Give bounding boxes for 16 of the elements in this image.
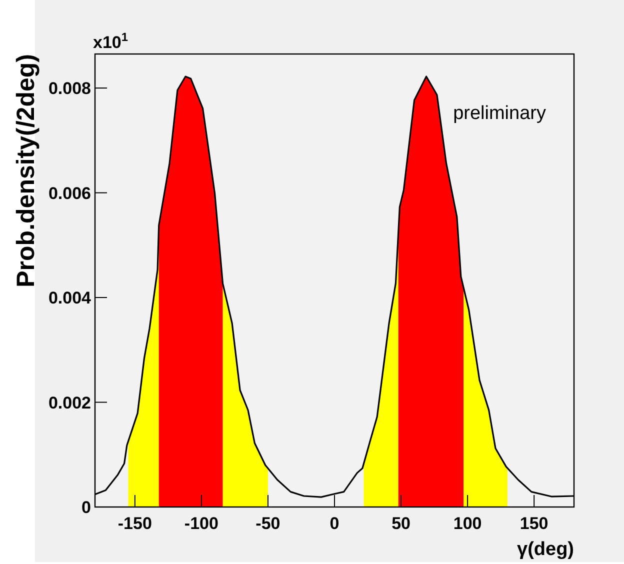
x-tick-label: -50 bbox=[256, 514, 280, 533]
x-tick-label: -150 bbox=[118, 514, 152, 533]
x-tick-label: 150 bbox=[520, 514, 548, 533]
y-tick-label: 0.004 bbox=[48, 288, 92, 308]
y-tick-label: 0.006 bbox=[48, 184, 91, 203]
x-tick-label: 100 bbox=[453, 514, 482, 533]
x-tick-label: 0 bbox=[330, 514, 340, 533]
x-tick-label: -100 bbox=[184, 514, 218, 533]
x-axis-title: γ(deg) bbox=[517, 539, 574, 560]
y-tick-label: 0.008 bbox=[48, 79, 91, 98]
y-tick-label: 0.002 bbox=[48, 393, 91, 412]
y-axis-title: Prob.density(/2deg) bbox=[12, 54, 40, 288]
text: x10$^{1}$ bbox=[93, 30, 128, 52]
y-tick-label: 0 bbox=[82, 498, 91, 517]
annotation: preliminary bbox=[453, 103, 546, 124]
x-tick-label: 50 bbox=[392, 514, 410, 533]
